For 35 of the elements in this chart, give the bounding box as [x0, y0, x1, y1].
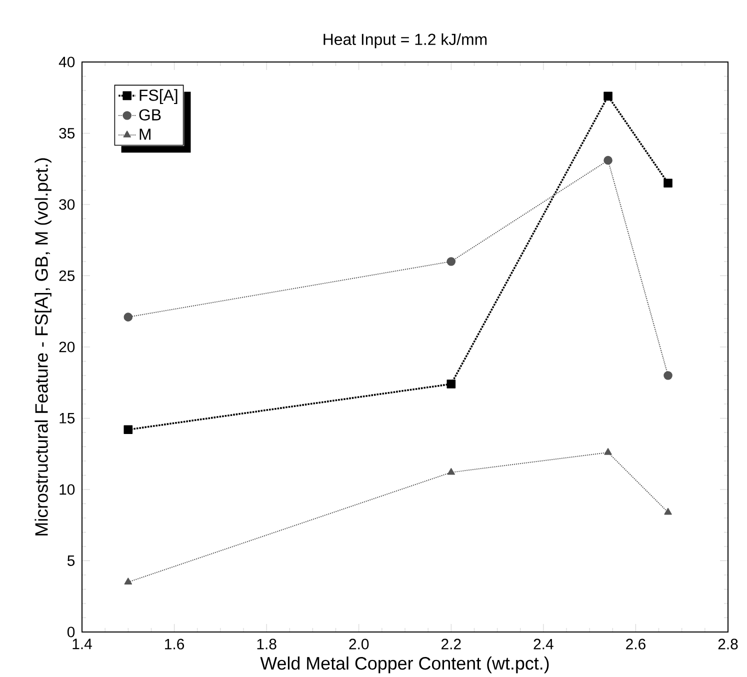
x-axis-title: Weld Metal Copper Content (wt.pct.): [260, 656, 549, 674]
y-tick-label: 5: [67, 556, 75, 566]
point: [124, 425, 133, 434]
x-tick-label: 2.6: [626, 639, 646, 650]
chart-title: Heat Input = 1.2 kJ/mm: [324, 34, 487, 48]
point: [604, 92, 612, 101]
point: [664, 178, 672, 188]
point: [664, 508, 672, 515]
x-tick-label: 1.8: [257, 639, 276, 650]
y-tick-label: 25: [59, 270, 75, 282]
point: [447, 468, 456, 476]
point: [124, 578, 132, 585]
x-tick-label: 2.2: [442, 639, 461, 650]
y-tick-label: 15: [60, 413, 75, 424]
y-tick-label: 20: [59, 342, 75, 352]
point: [124, 312, 133, 322]
legend-label: M: [140, 129, 150, 140]
point: [604, 448, 612, 456]
x-tick-label: 1.6: [165, 639, 184, 650]
y-tick-label: 35: [59, 128, 75, 139]
legend-label: FS[A]: [140, 89, 178, 104]
x-tick-label: 2.0: [349, 639, 369, 650]
x-tick-label: 2.4: [534, 639, 554, 650]
y-tick-label: 0: [67, 626, 75, 638]
point: [604, 156, 612, 165]
point: [446, 257, 456, 266]
y-tick-label: 30: [59, 199, 75, 210]
x-tick-label: 1.4: [72, 639, 92, 650]
y-tick-label: 10: [60, 484, 75, 495]
point: [446, 380, 456, 389]
point: [664, 371, 672, 380]
y-axis-title: Microstructural Feature - FS[A], GB, M (vol.pct.): [34, 158, 52, 536]
x-tick-label: 2.8: [718, 639, 738, 650]
y-tick-label: 40: [58, 56, 75, 68]
legend-label: GB: [139, 109, 161, 121]
